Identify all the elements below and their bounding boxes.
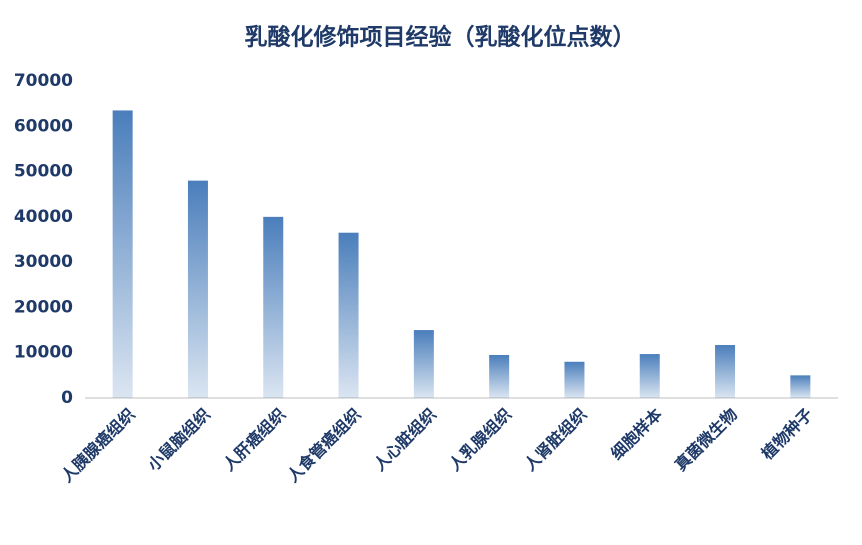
chart-title: 乳酸化修饰项目经验（乳酸化位点数） xyxy=(245,24,636,51)
bar xyxy=(790,375,811,398)
y-tick-label: 30000 xyxy=(14,252,73,272)
x-tick-label: 人乳腺组织 xyxy=(445,405,515,475)
y-tick-label: 20000 xyxy=(14,297,73,317)
x-tick-label: 细胞样本 xyxy=(607,405,666,464)
bar xyxy=(112,110,133,398)
bar xyxy=(639,354,660,398)
bar xyxy=(564,361,585,398)
y-tick-label: 40000 xyxy=(14,207,73,227)
bar xyxy=(338,232,359,398)
x-tick-label: 人食管癌组织 xyxy=(283,405,364,486)
x-tick-label: 人肾脏组织 xyxy=(520,405,590,475)
x-tick-label: 人肝癌组织 xyxy=(219,405,289,475)
bar xyxy=(187,180,208,398)
x-tick-label: 小鼠脑组织 xyxy=(144,405,214,475)
y-tick-label: 60000 xyxy=(14,116,73,136)
bar xyxy=(489,354,510,398)
x-tick-label: 真菌微生物 xyxy=(671,405,741,475)
y-tick-label: 70000 xyxy=(14,71,73,91)
y-tick-label: 10000 xyxy=(14,343,73,363)
y-tick-label: 0 xyxy=(61,388,73,408)
bar xyxy=(715,345,736,398)
bar xyxy=(413,330,434,398)
bar xyxy=(263,216,284,398)
x-tick-label: 人胰腺癌组织 xyxy=(57,405,138,486)
x-tick-label: 人心脏组织 xyxy=(370,405,440,475)
x-tick-label: 植物种子 xyxy=(757,405,816,464)
y-tick-label: 50000 xyxy=(14,162,73,182)
